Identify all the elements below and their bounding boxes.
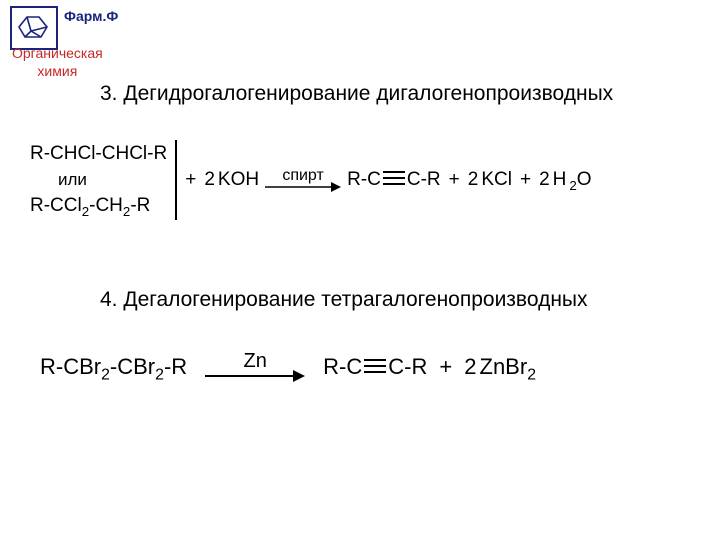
plus-4: + <box>439 354 452 380</box>
plus-3c: + <box>520 169 531 191</box>
triple-bond-icon <box>383 169 405 187</box>
kcl: KCl <box>481 169 512 190</box>
h: H <box>553 169 567 190</box>
prod-alkyne-4: R-C C-R <box>323 354 427 380</box>
section3-title: 3. Дегидрогалогенирование дигалогенопрои… <box>100 82 613 106</box>
r4-pre: R-CBr <box>40 354 101 379</box>
r4-s1: 2 <box>101 366 110 383</box>
znbr-sub: 2 <box>527 366 536 383</box>
p4-cr: C-R <box>388 354 427 379</box>
r4-post: -R <box>164 354 187 379</box>
p3-cr: C-R <box>407 169 441 190</box>
coef2a: 2 <box>204 169 215 190</box>
reaction-3: R-CHCl-CHCl-R или R-CCl2-CH2-R + 2KOH сп… <box>30 140 592 220</box>
rb-mid: -CH <box>89 195 123 216</box>
section4-title: 4. Дегалогенирование тетрагалогенопроизв… <box>100 288 588 312</box>
prod-h2o: 2H2O <box>539 169 592 191</box>
arrow-4: Zn <box>205 350 305 383</box>
arrow-4-svg <box>205 369 305 383</box>
header-org-chem: Органическая химия <box>12 44 103 80</box>
plus-3b: + <box>449 169 460 191</box>
plus-3a: + <box>185 169 196 191</box>
reaction-4: R-CBr2-CBr2-R Zn R-CC-R + 2ZnBr2 <box>40 350 536 383</box>
koh-term: 2KOH <box>204 169 259 191</box>
rb-post: -R <box>130 195 150 216</box>
org-line2: химия <box>37 63 77 79</box>
page: Фарм.Ф Органическая химия 3. Дегидрогало… <box>0 0 720 540</box>
reactant-3a: R-CHCl-CHCl-R <box>30 140 167 168</box>
prod-znbr2: 2ZnBr2 <box>464 354 536 380</box>
koh: KOH <box>218 169 259 190</box>
rb-s1: 2 <box>82 204 89 219</box>
coef2c: 2 <box>539 169 550 190</box>
header-pharm: Фарм.Ф <box>64 8 118 24</box>
org-line1: Органическая <box>12 45 103 61</box>
r4-s2: 2 <box>155 366 164 383</box>
molecule-icon <box>17 13 51 43</box>
arrow-3: спирт <box>265 167 341 193</box>
hsub: 2 <box>569 178 576 193</box>
prod-kcl: 2KCl <box>468 169 512 191</box>
reactant-4: R-CBr2-CBr2-R <box>40 354 187 380</box>
r4-mid: -CBr <box>110 354 155 379</box>
reactant-block-3: R-CHCl-CHCl-R или R-CCl2-CH2-R <box>30 140 177 220</box>
triple-bond-icon <box>364 357 386 375</box>
products-4: R-C C-R + 2ZnBr2 <box>323 354 536 380</box>
products-3: R-CC-R + 2KCl + 2H2O <box>347 169 591 191</box>
reactant-or: или <box>30 168 87 193</box>
reactant-3b: R-CCl2-CH2-R <box>30 192 150 220</box>
o: O <box>577 169 592 190</box>
prod-alkyne-3: R-C C-R <box>347 169 441 191</box>
p3-rc: R-C <box>347 169 381 190</box>
rb-pre: R-CCl <box>30 195 82 216</box>
coef4: 2 <box>464 354 476 379</box>
coef2b: 2 <box>468 169 479 190</box>
znbr: ZnBr <box>480 354 528 379</box>
p4-rc: R-C <box>323 354 362 379</box>
arrow-3-svg <box>265 181 341 193</box>
